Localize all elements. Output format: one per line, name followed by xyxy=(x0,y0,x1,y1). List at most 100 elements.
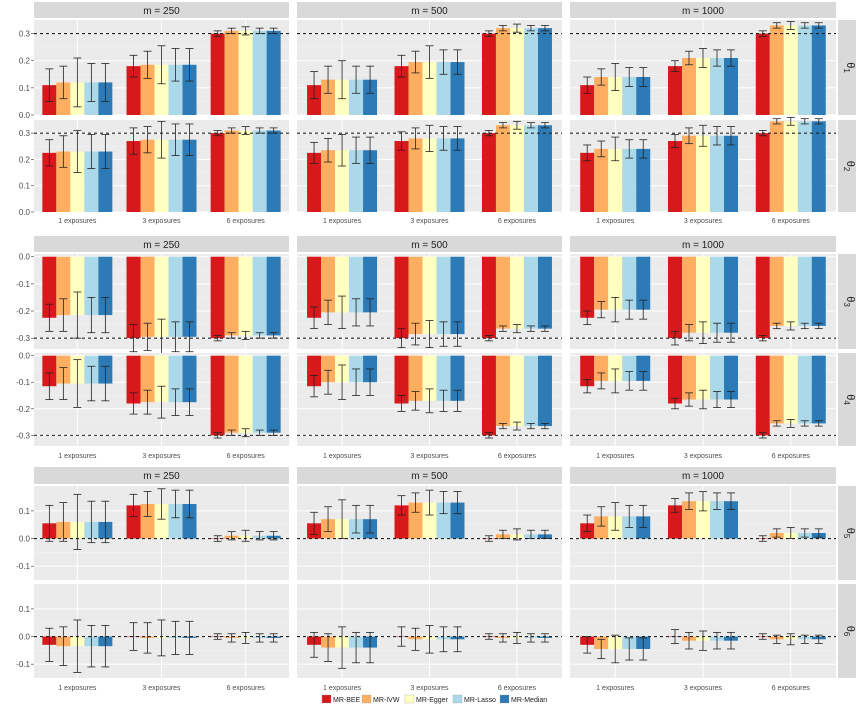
bar-mr-ivw xyxy=(495,28,510,116)
panel xyxy=(34,20,289,116)
error-bar xyxy=(310,71,319,100)
error-bar xyxy=(87,365,96,402)
bar-mr-median xyxy=(182,64,197,115)
x-tick-label: 3 exposures xyxy=(684,685,723,692)
error-bar xyxy=(129,392,138,415)
error-bar xyxy=(800,322,809,330)
legend-swatch xyxy=(361,694,372,704)
legend-swatch xyxy=(452,694,463,704)
bar-mr-bee xyxy=(394,256,409,339)
error-bar xyxy=(639,299,648,320)
error-bar xyxy=(512,23,521,33)
bar-mr-ivw xyxy=(408,62,423,115)
error-bar xyxy=(713,322,721,343)
error-bar xyxy=(411,492,420,513)
y-tick-label: 0.0 xyxy=(19,253,31,262)
error-bar xyxy=(73,130,82,173)
error-bar xyxy=(45,627,54,662)
panel xyxy=(570,584,836,678)
error-bar xyxy=(540,325,549,332)
panel xyxy=(34,486,289,580)
error-bar xyxy=(366,136,375,164)
error-bar xyxy=(484,432,493,439)
error-bar xyxy=(814,22,823,29)
error-bar xyxy=(411,50,420,74)
legend-swatch xyxy=(499,694,510,704)
error-bar xyxy=(713,631,721,650)
bar-mr-ivw xyxy=(408,502,423,539)
bar-mr-bee xyxy=(394,355,409,404)
bar-mr-median xyxy=(537,256,552,329)
bar-mr-bee xyxy=(210,256,225,339)
error-bar xyxy=(352,631,361,664)
error-bar xyxy=(227,633,236,643)
error-bar xyxy=(45,139,54,167)
bar-mr-bee xyxy=(394,66,409,115)
error-bar xyxy=(143,50,152,79)
bar-mr-egger xyxy=(696,355,710,400)
bar-mr-bee xyxy=(755,355,770,436)
error-bar xyxy=(786,116,795,126)
error-bar xyxy=(185,321,194,353)
error-bar xyxy=(397,495,406,516)
error-bar xyxy=(484,535,493,542)
panel xyxy=(34,254,289,355)
error-bar xyxy=(814,322,823,330)
error-bar xyxy=(814,528,823,538)
bar-mr-egger xyxy=(509,125,524,212)
error-bar xyxy=(87,297,96,334)
panel xyxy=(570,116,836,213)
error-bar xyxy=(699,124,707,147)
bar-mr-bee xyxy=(580,85,595,115)
bar-mr-egger xyxy=(783,355,798,424)
bar-mr-ivw xyxy=(495,256,510,329)
bar-mr-median xyxy=(811,355,826,424)
bar-mr-median xyxy=(724,501,738,539)
bar-mr-lasso xyxy=(710,135,724,212)
bar-mr-lasso xyxy=(797,256,812,326)
x-tick-label: 3 exposures xyxy=(410,218,449,225)
row-strip-label: θ5 xyxy=(842,528,856,539)
error-bar xyxy=(310,511,319,535)
error-bar xyxy=(597,301,606,319)
error-bar xyxy=(453,491,462,515)
error-bar xyxy=(213,432,222,439)
error-bar xyxy=(611,136,620,162)
error-bar xyxy=(526,423,535,430)
bar-mr-ivw xyxy=(140,503,155,539)
bar-mr-ivw xyxy=(594,256,609,310)
bar-mr-egger xyxy=(422,256,437,335)
y-tick-label: 0.3 xyxy=(19,30,31,39)
bar-mr-ivw xyxy=(682,256,696,333)
y-tick-label: 0.1 xyxy=(19,182,31,191)
panel xyxy=(297,486,562,580)
bar-mr-bee xyxy=(580,256,595,318)
legend-item: MR-Egger xyxy=(404,694,449,704)
bar-mr-median xyxy=(363,150,378,212)
error-bar xyxy=(213,633,222,640)
error-bar xyxy=(129,493,138,517)
error-bar xyxy=(597,372,606,390)
legend: MR-BEE MR-IVW MR-Egger MR-Lasso MR-Median xyxy=(321,694,547,704)
error-bar xyxy=(425,489,434,516)
bar-mr-ivw xyxy=(140,256,155,337)
bar-mr-bee xyxy=(307,355,322,387)
bar-mr-lasso xyxy=(797,25,812,115)
bar-mr-bee xyxy=(42,256,57,318)
error-bar xyxy=(453,49,462,75)
error-bar xyxy=(786,633,795,646)
legend-item: MR-Median xyxy=(499,694,547,704)
error-bar xyxy=(453,126,462,151)
bar-mr-ivw xyxy=(140,139,155,212)
x-tick-label: 3 exposures xyxy=(410,685,449,692)
error-bar xyxy=(611,63,620,91)
bar-mr-ivw xyxy=(594,148,609,212)
x-tick-label: 1 exposures xyxy=(596,453,635,460)
error-bar xyxy=(59,502,68,542)
facet-group-2: m = 250 m = 500 m = 1000θ30.0-0.1-0.2-0.3θ… xyxy=(16,236,856,460)
error-bar xyxy=(625,504,634,528)
error-bar xyxy=(484,130,493,137)
bar-mr-median xyxy=(98,151,113,212)
bar-mr-bee xyxy=(126,141,141,212)
error-bar xyxy=(512,421,521,431)
